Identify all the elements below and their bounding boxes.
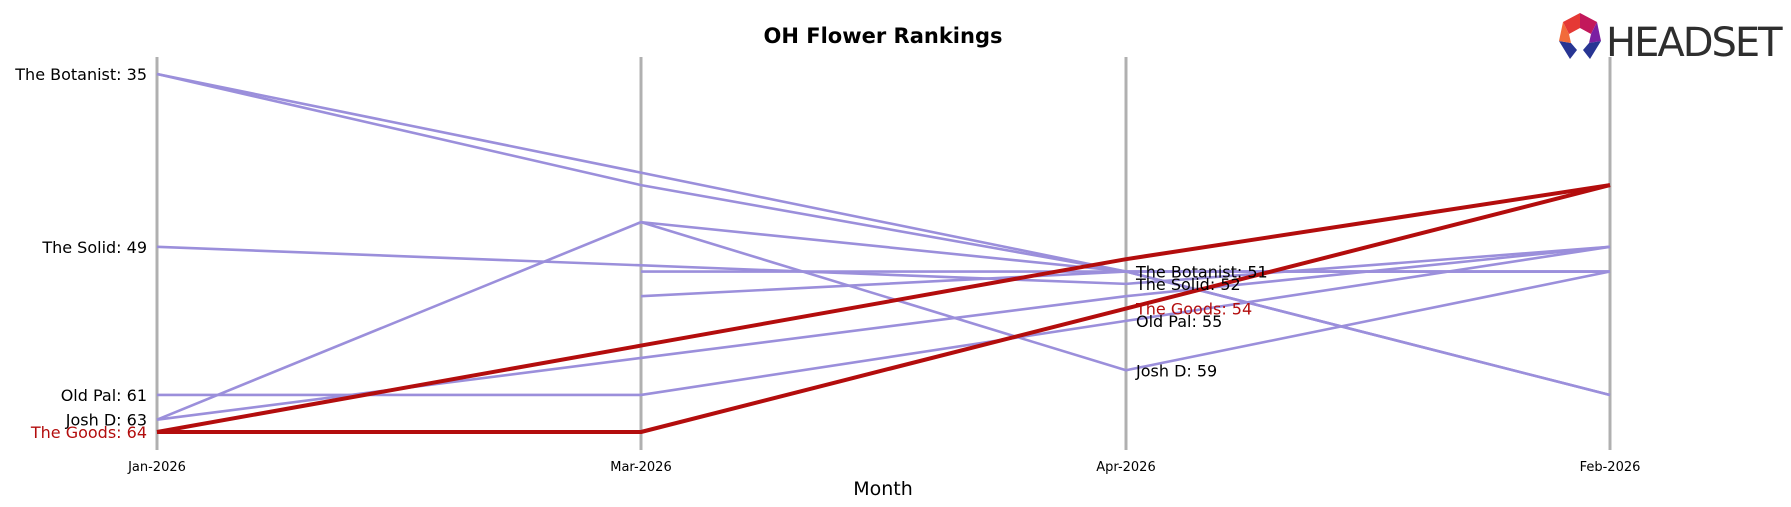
headset-logo-mark	[1559, 13, 1601, 59]
headset-logo-text: HEADSET	[1606, 20, 1783, 66]
left-label-2: Old Pal: 61	[61, 386, 147, 405]
x-tick-feb-2026: Feb-2026	[1580, 460, 1641, 475]
right-label-2: The Goods: 54	[1135, 300, 1252, 319]
left-label-0: The Botanist: 35	[14, 65, 147, 84]
series-line-the-solid	[156, 245, 1611, 286]
series-lines	[156, 72, 1611, 434]
x-axis-label: Month	[853, 478, 913, 500]
left-label-3: Josh D: 63	[65, 411, 147, 430]
series-line-old-pal	[157, 245, 1611, 397]
left-rank-labels: The Botanist: 35 The Solid: 49 Old Pal: 61…	[14, 65, 147, 442]
x-tick-apr-2026: Apr-2026	[1096, 460, 1155, 475]
left-label-4: The Goods: 64	[30, 423, 147, 442]
right-label-0: The Botanist: 51	[1135, 263, 1268, 282]
series-line-series-8	[156, 72, 1611, 397]
series-line-josh-d	[156, 220, 1611, 421]
x-tick-mar-2026: Mar-2026	[610, 460, 671, 475]
headset-logo: HEADSET	[1559, 13, 1785, 66]
left-label-1: The Solid: 49	[41, 238, 147, 257]
x-tick-labels: Jan-2026 Mar-2026 Apr-2026 Feb-2026	[127, 460, 1640, 475]
right-label-3: Old Pal: 55	[1136, 312, 1222, 331]
series-line-the-goods	[157, 183, 1611, 434]
right-label-4: Josh D: 59	[1135, 361, 1217, 380]
right-label-1: The Solid: 52	[1135, 275, 1241, 294]
chart-title: OH Flower Rankings	[764, 24, 1003, 48]
x-tick-jan-2026: Jan-2026	[127, 460, 186, 475]
series-line-series-10	[156, 183, 1611, 434]
month-axes	[155, 57, 1612, 450]
